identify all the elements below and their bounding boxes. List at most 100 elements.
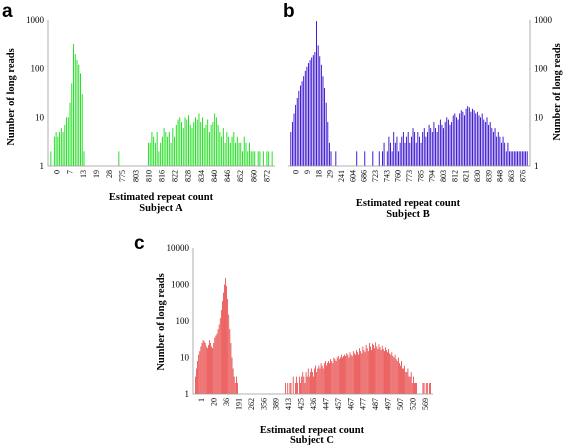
bar [397, 357, 399, 394]
bar [414, 383, 415, 394]
bar [305, 372, 307, 394]
bar [325, 102, 327, 166]
x-tick-label: 413 [284, 398, 293, 410]
bar [304, 383, 306, 394]
bar [380, 350, 382, 394]
bar [199, 351, 201, 394]
bar [167, 136, 169, 166]
y-tick-label: 1000 [534, 15, 553, 25]
bar [287, 383, 289, 394]
panel-a-bars [50, 44, 273, 166]
bar [81, 94, 83, 166]
bar [425, 136, 427, 166]
bar [436, 131, 438, 166]
panel-a-label: a [2, 1, 13, 22]
bar [161, 136, 163, 166]
bar [414, 131, 416, 166]
bar [389, 353, 390, 394]
x-tick-label: 262 [247, 398, 256, 410]
bar [373, 345, 374, 394]
bar [237, 383, 238, 394]
bar [405, 372, 407, 394]
bar [311, 57, 313, 167]
x-tick-label: 863 [507, 170, 516, 182]
panel-b: b Number of long reads 1 10 100 1000 0 9 18 29… [283, 1, 563, 220]
bar [213, 342, 215, 394]
bar [254, 151, 256, 166]
bar [217, 124, 219, 166]
bar [184, 117, 186, 166]
bar [423, 383, 425, 394]
bar [502, 136, 504, 166]
bar [234, 383, 236, 394]
bar [250, 151, 252, 166]
bar [399, 363, 400, 394]
bar [518, 151, 520, 166]
bar [356, 151, 358, 166]
bar [229, 329, 231, 394]
x-tick-label: 773 [405, 170, 414, 182]
bar [320, 64, 322, 166]
bar [402, 131, 404, 166]
bar [475, 113, 477, 166]
bar [179, 117, 181, 166]
bar [501, 142, 502, 166]
x-tick-label: 803 [131, 170, 140, 182]
bar [243, 136, 245, 166]
bar [301, 376, 303, 394]
y-tick-label: 1000 [171, 280, 190, 290]
bar [259, 151, 261, 166]
bar [228, 314, 230, 394]
x-tick-label: 860 [249, 170, 258, 182]
bar [349, 352, 351, 394]
bar [297, 383, 298, 394]
bar [223, 292, 224, 394]
x-tick-label: 0 [53, 170, 62, 174]
panel-b-y-axis-label: Number of long reads [552, 43, 563, 140]
bar [316, 372, 318, 394]
bar [410, 372, 412, 394]
bar [517, 151, 518, 166]
bar [484, 122, 486, 166]
x-tick-label: 876 [518, 170, 527, 182]
bar [520, 151, 522, 166]
x-tick-label: 457 [334, 398, 343, 410]
y-tick-label: 10 [180, 353, 190, 363]
panel-a-y-axis-label: Number of long reads [6, 48, 17, 145]
bar [316, 21, 317, 166]
bar [431, 131, 433, 166]
bar [362, 346, 364, 394]
bar [216, 333, 218, 394]
x-tick-label: 822 [171, 170, 180, 182]
bar [219, 131, 221, 166]
bar [378, 151, 380, 166]
bar [186, 119, 188, 166]
bar [401, 136, 403, 166]
bar [163, 128, 165, 166]
panel-b-x-axis-label: Estimated repeat count [356, 198, 461, 209]
bar [459, 113, 461, 166]
bar [321, 365, 323, 394]
bar [189, 124, 191, 166]
panel-a-axes [47, 20, 275, 167]
x-tick-label: 604 [348, 170, 357, 182]
bar [457, 119, 459, 166]
bar [403, 368, 404, 394]
bar [444, 122, 446, 166]
bar [416, 383, 417, 394]
bar [415, 142, 417, 166]
x-tick-label: 760 [394, 170, 403, 182]
bar [210, 342, 211, 394]
bar [308, 376, 310, 394]
bar [480, 117, 481, 166]
bar [174, 136, 176, 166]
x-tick-label: 28 [105, 170, 114, 178]
bar [420, 142, 422, 166]
bar [359, 348, 360, 394]
bar [473, 110, 475, 166]
bar [191, 128, 193, 166]
bar [310, 372, 311, 394]
bar [225, 278, 226, 394]
bar [170, 142, 172, 166]
x-tick-label: 852 [236, 170, 245, 182]
